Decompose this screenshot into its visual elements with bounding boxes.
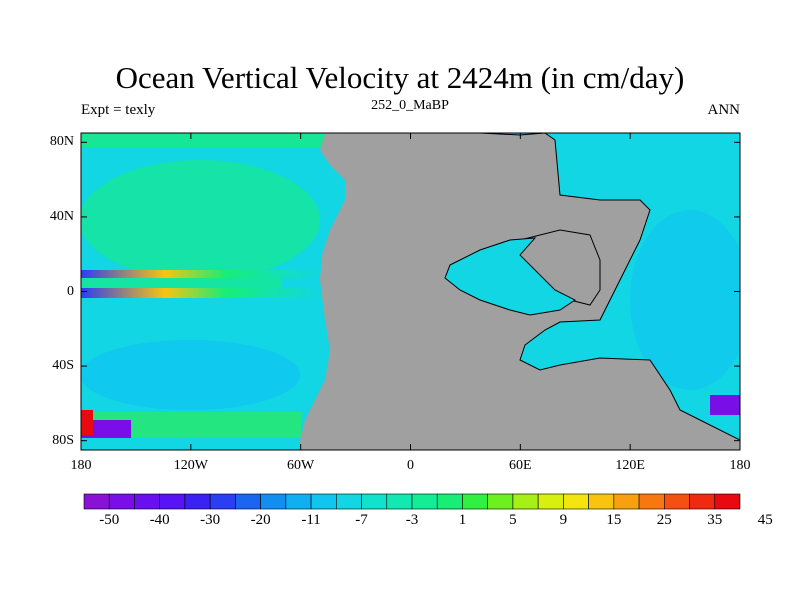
colorbar-swatch xyxy=(235,493,261,510)
colorbar-swatch xyxy=(184,493,211,510)
colorbar-label: -30 xyxy=(200,512,221,528)
colorbar-swatch xyxy=(487,493,514,510)
colorbar-swatch xyxy=(664,493,690,510)
colorbar-swatch xyxy=(613,493,640,510)
colorbar-label: -7 xyxy=(355,512,368,528)
season-label: ANN xyxy=(707,102,741,118)
colorbar-swatch xyxy=(588,493,615,510)
y-tick-label: 40N xyxy=(49,208,74,224)
ocean-field-patch xyxy=(630,210,740,390)
polar-strip xyxy=(81,133,401,147)
chart-subtitle: 252_0_MaBP xyxy=(371,98,449,113)
colorbar-swatch xyxy=(83,493,110,510)
colorbar-swatch xyxy=(134,493,160,510)
colorbar-swatch xyxy=(108,493,135,510)
colorbar-label: 25 xyxy=(656,512,672,528)
map-area xyxy=(81,133,740,450)
x-tick-label: 180 xyxy=(729,458,751,473)
colorbar-label: 15 xyxy=(606,512,622,528)
colorbar-label: -40 xyxy=(149,512,170,528)
colorbar-swatch xyxy=(411,493,438,510)
colorbar-swatch xyxy=(209,493,236,510)
colorbar xyxy=(83,493,741,510)
colorbar-swatch xyxy=(638,493,665,510)
x-tick-label: 120W xyxy=(173,458,208,473)
x-tick-label: 60E xyxy=(509,458,532,473)
colorbar-label: -11 xyxy=(301,512,321,528)
x-tick-label: 120E xyxy=(615,458,645,473)
colorbar-label: 35 xyxy=(707,512,723,528)
ocean-field-patch xyxy=(81,340,300,410)
y-tick-label: 80S xyxy=(52,432,74,448)
inland-sea xyxy=(444,237,576,316)
polar-strip xyxy=(710,395,740,415)
y-tick-label: 40S xyxy=(52,358,74,374)
colorbar-swatch xyxy=(336,493,362,510)
colorbar-swatch xyxy=(159,493,186,510)
polar-strip xyxy=(81,410,93,435)
colorbar-swatch xyxy=(714,493,741,510)
polar-strip xyxy=(81,420,131,438)
equatorial-band xyxy=(81,270,321,278)
coastline xyxy=(325,133,740,441)
colorbar-label: 5 xyxy=(509,512,517,528)
chart-title: Ocean Vertical Velocity at 2424m (in cm/… xyxy=(115,60,685,95)
colorbar-swatch xyxy=(462,493,488,510)
x-tick-label: 0 xyxy=(407,458,414,473)
x-tick-label: 180 xyxy=(70,458,92,473)
colorbar-label: 1 xyxy=(458,512,467,528)
axis-ticks xyxy=(80,133,741,450)
colorbar-swatch xyxy=(563,493,589,510)
colorbar-swatch xyxy=(537,493,564,510)
experiment-label: Expt = texly xyxy=(81,102,156,118)
equatorial-band xyxy=(81,288,321,298)
y-tick-label: 80N xyxy=(49,134,74,150)
colorbar-swatch xyxy=(361,493,388,510)
colorbar-label: 45 xyxy=(757,512,773,528)
y-tick-label: 0 xyxy=(67,283,74,299)
x-tick-label: 60W xyxy=(287,458,315,473)
colorbar-swatch xyxy=(689,493,716,510)
colorbar-swatch xyxy=(310,493,337,510)
colorbar-swatch xyxy=(386,493,413,510)
colorbar-label: -50 xyxy=(99,512,120,528)
colorbar-swatch xyxy=(285,493,312,510)
equatorial-band xyxy=(81,278,281,288)
colorbar-swatch xyxy=(260,493,287,510)
ocean-field-patch xyxy=(81,160,320,280)
colorbar-label: -3 xyxy=(405,512,419,528)
colorbar-label: 9 xyxy=(559,512,568,528)
colorbar-swatch xyxy=(436,493,463,510)
colorbar-label: -20 xyxy=(250,512,271,528)
colorbar-swatch xyxy=(512,493,539,510)
